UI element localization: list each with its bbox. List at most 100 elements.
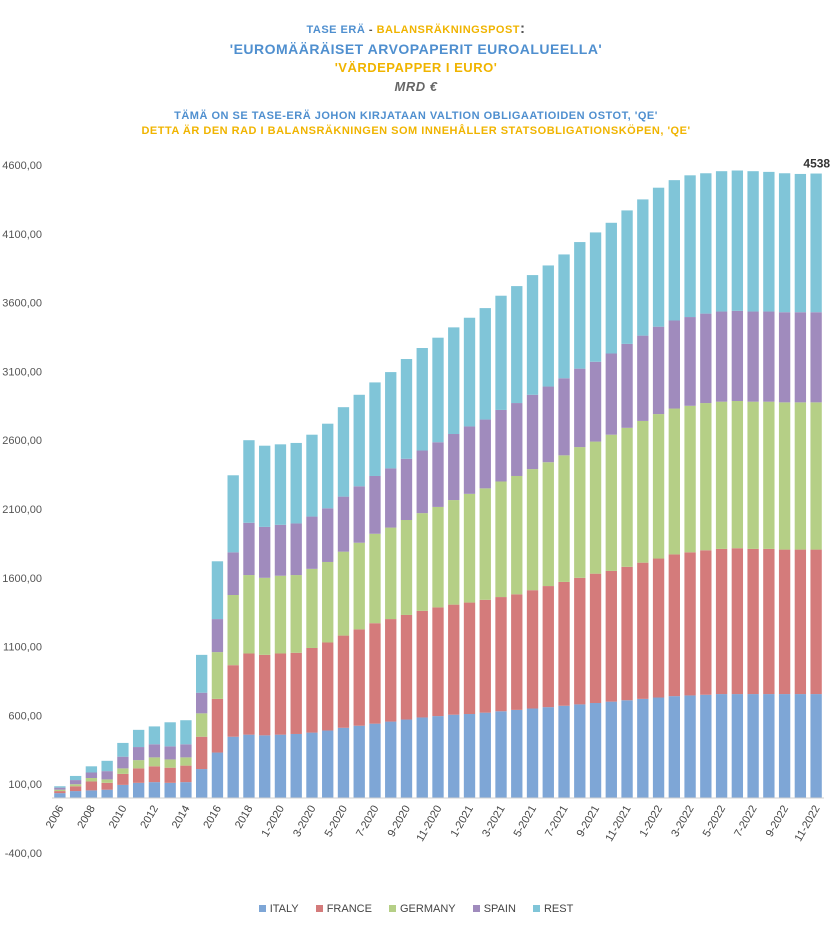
bar-segment-rest — [463, 317, 476, 427]
bar-segment-france — [558, 581, 570, 706]
x-tick-label: 7-2022 — [732, 803, 760, 839]
bar-segment-italy — [542, 707, 554, 798]
x-tick-label: 2018 — [233, 803, 256, 830]
bar-segment-italy — [101, 789, 113, 798]
bar-segment-france — [542, 586, 554, 708]
bar-segment-germany — [542, 462, 554, 587]
y-tick-label: 4100,00 — [2, 229, 42, 241]
bar-segment-france — [810, 549, 822, 695]
bar-segment-spain — [574, 368, 586, 448]
bar-segment-germany — [589, 441, 602, 574]
bar-segment-italy — [85, 790, 98, 798]
bar-segment-spain — [180, 744, 192, 758]
bar-segment-germany — [448, 500, 460, 605]
bar-segment-spain — [290, 523, 302, 576]
bar-segment-italy — [290, 733, 302, 798]
bar-segment-france — [196, 736, 208, 770]
bar-segment-rest — [432, 337, 444, 443]
y-tick-label: -400,00 — [5, 848, 42, 860]
y-tick-label: 600,00 — [8, 710, 42, 722]
bar-segment-germany — [810, 402, 822, 550]
bar-segment-germany — [306, 568, 318, 648]
bar-segment-germany — [69, 784, 82, 787]
bar-segment-germany — [290, 575, 302, 653]
bar-segment-spain — [448, 434, 460, 501]
bar-segment-spain — [164, 746, 176, 760]
bar-segment-italy — [416, 717, 428, 798]
legend-label-germany: GERMANY — [400, 903, 456, 915]
bar-segment-rest — [69, 775, 82, 781]
y-tick-label: 4600,00 — [2, 160, 42, 172]
bar-segment-rest — [731, 170, 744, 311]
bar-segment-rest — [652, 187, 665, 327]
bar-segment-italy — [243, 734, 255, 798]
bar-segment-spain — [637, 335, 649, 421]
x-tick-label: 9-2021 — [575, 803, 603, 839]
bar-segment-france — [385, 619, 397, 722]
bar-segment-rest — [794, 173, 807, 313]
subtitle-swedish: DETTA ÄR DEN RAD I BALANSRÄKNINGEN SOM I… — [141, 125, 691, 137]
legend-swatch-germany — [389, 905, 396, 912]
bar-segment-rest — [54, 786, 66, 788]
bar-segment-germany — [132, 760, 145, 769]
x-tick-label: 5-2022 — [701, 803, 729, 839]
bar-segment-germany — [700, 403, 712, 551]
legend-label-france: FRANCE — [326, 903, 372, 915]
y-tick-label: 100,00 — [8, 779, 42, 791]
x-tick-label: 5-2020 — [323, 803, 351, 839]
bar-segment-spain — [731, 310, 744, 401]
bar-segment-france — [85, 781, 98, 791]
bar-segment-spain — [605, 353, 617, 435]
bar-segment-rest — [227, 475, 239, 553]
bar-segment-italy — [259, 735, 271, 798]
bar-segment-rest — [542, 265, 554, 387]
bar-segment-rest — [526, 275, 539, 395]
bar-segment-spain — [337, 496, 350, 552]
bar-segment-france — [227, 665, 239, 737]
bar-segment-spain — [306, 516, 318, 569]
bar-segment-spain — [196, 692, 208, 714]
bar-segment-spain — [101, 771, 113, 780]
subtitle-finnish: TÄMÄ ON SE TASE-ERÄ JOHON KIRJATAAN VALT… — [174, 110, 658, 122]
bar-segment-italy — [132, 782, 145, 798]
legend-item-rest: REST — [532, 903, 573, 915]
bar-segment-germany — [684, 405, 696, 553]
bar-segment-rest — [778, 173, 791, 313]
x-tick-label: 11-2021 — [603, 803, 633, 843]
legend-item-spain: SPAIN — [472, 903, 516, 915]
bar-segment-spain — [652, 326, 665, 415]
bar-segment-france — [164, 767, 176, 783]
bar-segment-germany — [400, 520, 413, 615]
bar-segment-spain — [558, 378, 570, 456]
bar-segment-france — [243, 653, 255, 735]
bar-segment-france — [574, 577, 586, 705]
bar-segment-rest — [196, 654, 208, 693]
bar-segment-rest — [322, 423, 334, 509]
bar-segment-italy — [715, 694, 728, 798]
bar-segment-spain — [794, 312, 807, 403]
x-tick-label: 2016 — [201, 803, 224, 830]
title-fi-label: TASE ERÄ — [306, 24, 366, 36]
x-tick-label: 7-2021 — [543, 803, 571, 839]
bar-segment-italy — [400, 719, 413, 798]
bar-segment-france — [479, 599, 491, 713]
bar-segment-germany — [558, 455, 570, 582]
bar-segment-italy — [180, 782, 192, 798]
bar-segment-rest — [621, 210, 633, 344]
legend-label-spain: SPAIN — [483, 903, 516, 915]
bar-segment-germany — [432, 506, 444, 608]
bar-segment-france — [684, 552, 696, 696]
bar-segment-germany — [621, 427, 633, 567]
bar-segment-italy — [637, 698, 649, 798]
legend-swatch-italy — [258, 905, 266, 912]
bar-segment-rest — [715, 171, 728, 312]
bar-segment-france — [353, 629, 365, 726]
x-tick-label: 5-2021 — [512, 803, 540, 839]
bar-segment-spain — [810, 312, 822, 403]
bar-segment-italy — [164, 782, 176, 798]
bar-segment-rest — [85, 766, 98, 773]
x-tick-label: 3-2022 — [669, 803, 697, 839]
bar-segment-rest — [211, 561, 224, 620]
x-tick-label: 11-2022 — [793, 803, 823, 843]
bar-segment-rest — [101, 760, 113, 772]
